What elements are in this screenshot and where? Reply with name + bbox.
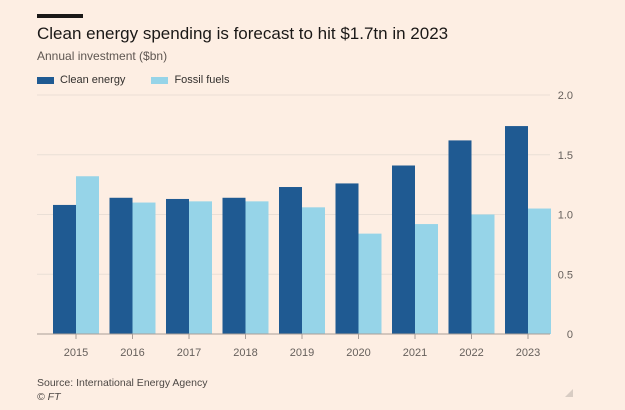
ft-brand-bar bbox=[37, 14, 83, 18]
y-tick-label: 0 bbox=[567, 329, 573, 341]
bar-clean-energy-2021 bbox=[392, 165, 415, 334]
ticks-layer: 0 0.5 1.0 1.5 2.0 2015 2016 2017 2018 2019 2020 202… bbox=[64, 90, 573, 359]
bar-clean-energy-2019 bbox=[279, 187, 302, 334]
bar-fossil-fuels-2021 bbox=[415, 224, 438, 334]
bars-layer bbox=[53, 126, 551, 334]
legend-label-clean-energy: Clean energy bbox=[60, 74, 126, 86]
bar-clean-energy-2017 bbox=[166, 198, 189, 334]
y-tick-label: 2.0 bbox=[558, 90, 573, 102]
x-tick-label: 2023 bbox=[516, 347, 540, 359]
x-tick-label: 2015 bbox=[64, 347, 88, 359]
legend-swatch-clean-energy bbox=[37, 76, 54, 84]
legend-label-fossil-fuels: Fossil fuels bbox=[174, 74, 230, 86]
y-tick-label: 1.5 bbox=[558, 150, 573, 162]
bar-fossil-fuels-2020 bbox=[358, 233, 382, 334]
copyright-note: © FT bbox=[37, 391, 61, 403]
bar-fossil-fuels-2015 bbox=[76, 176, 99, 334]
bar-clean-energy-2020 bbox=[335, 183, 359, 334]
x-tick-label: 2021 bbox=[403, 347, 427, 359]
x-tick-label: 2016 bbox=[120, 347, 144, 359]
bar-clean-energy-2023 bbox=[505, 126, 528, 334]
chart-title: Clean energy spending is forecast to hit… bbox=[37, 24, 449, 43]
bar-fossil-fuels-2023 bbox=[528, 208, 551, 334]
x-tick-label: 2017 bbox=[177, 347, 201, 359]
legend-swatch-fossil-fuels bbox=[151, 76, 169, 84]
bar-clean-energy-2015 bbox=[53, 204, 76, 334]
chart-legend: Clean energy Fossil fuels bbox=[37, 74, 255, 86]
x-tick-label: 2020 bbox=[346, 347, 370, 359]
source-note: Source: International Energy Agency bbox=[37, 377, 208, 389]
bar-fossil-fuels-2016 bbox=[132, 202, 156, 334]
axis-layer bbox=[37, 333, 550, 339]
bar-fossil-fuels-2018 bbox=[245, 201, 269, 334]
bar-clean-energy-2022 bbox=[448, 140, 472, 334]
bar-fossil-fuels-2017 bbox=[189, 201, 212, 334]
resize-corner-icon bbox=[565, 389, 573, 397]
bar-fossil-fuels-2022 bbox=[471, 214, 495, 334]
chart-footer: Source: International Energy Agency © FT bbox=[37, 376, 207, 404]
bar-clean-energy-2016 bbox=[109, 197, 133, 334]
x-tick-label: 2022 bbox=[459, 347, 483, 359]
bar-chart: 0 0.5 1.0 1.5 2.0 2015 2016 2017 2018 2019 2020 202… bbox=[37, 90, 573, 359]
legend-item-clean-energy: Clean energy bbox=[37, 74, 125, 86]
chart-subtitle: Annual investment ($bn) bbox=[37, 49, 168, 63]
y-tick-label: 0.5 bbox=[558, 269, 573, 281]
bar-fossil-fuels-2019 bbox=[302, 207, 325, 334]
y-tick-label: 1.0 bbox=[558, 210, 573, 222]
x-tick-label: 2018 bbox=[233, 347, 257, 359]
legend-item-fossil-fuels: Fossil fuels bbox=[151, 74, 229, 86]
x-tick-label: 2019 bbox=[290, 347, 314, 359]
bar-clean-energy-2018 bbox=[222, 197, 246, 334]
